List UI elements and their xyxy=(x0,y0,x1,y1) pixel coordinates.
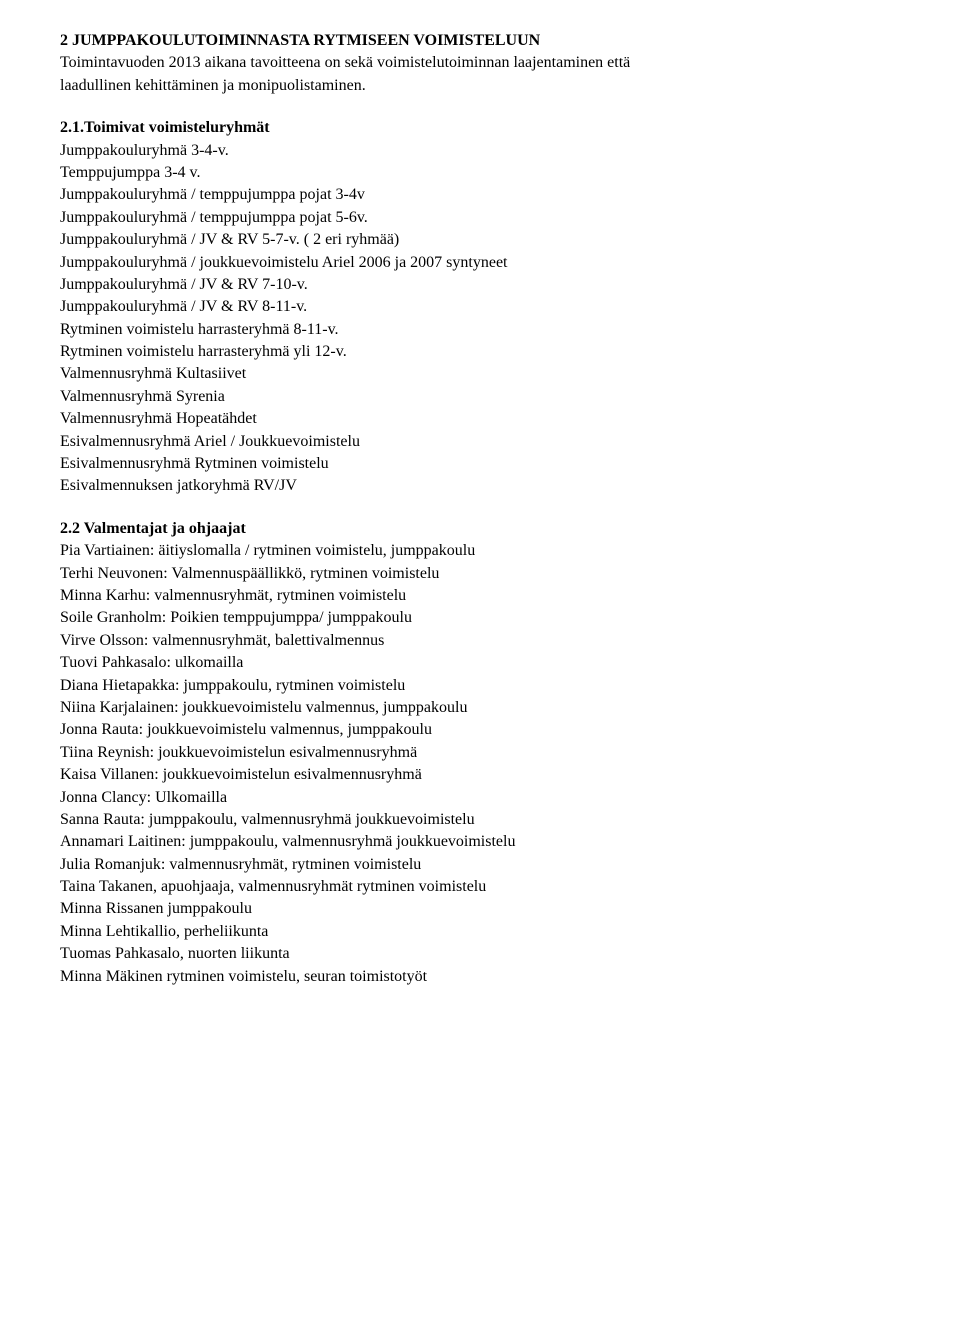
list-item: Julia Romanjuk: valmennusryhmät, rytmine… xyxy=(60,854,900,876)
section-2-2-heading: 2.2 Valmentajat ja ohjaajat xyxy=(60,518,900,540)
section-2-1-heading: 2.1.Toimivat voimisteluryhmät xyxy=(60,117,900,139)
list-item: Jumppakouluryhmä / JV & RV 8-11-v. xyxy=(60,296,900,318)
list-item: Virve Olsson: valmennusryhmät, balettiva… xyxy=(60,630,900,652)
list-item: Annamari Laitinen: jumppakoulu, valmennu… xyxy=(60,831,900,853)
intro-text-line-1: Toimintavuoden 2013 aikana tavoitteena o… xyxy=(60,52,900,74)
list-item: Rytminen voimistelu harrasteryhmä 8-11-v… xyxy=(60,319,900,341)
list-item: Niina Karjalainen: joukkuevoimistelu val… xyxy=(60,697,900,719)
list-item: Minna Rissanen jumppakoulu xyxy=(60,898,900,920)
list-item: Rytminen voimistelu harrasteryhmä yli 12… xyxy=(60,341,900,363)
list-item: Minna Lehtikallio, perheliikunta xyxy=(60,921,900,943)
list-item: Diana Hietapakka: jumppakoulu, rytminen … xyxy=(60,675,900,697)
list-item: Soile Granholm: Poikien temppujumppa/ ju… xyxy=(60,607,900,629)
list-item: Jumppakouluryhmä / temppujumppa pojat 3-… xyxy=(60,184,900,206)
list-item: Kaisa Villanen: joukkuevoimistelun esiva… xyxy=(60,764,900,786)
list-item: Minna Karhu: valmennusryhmät, rytminen v… xyxy=(60,585,900,607)
list-item: Pia Vartiainen: äitiyslomalla / rytminen… xyxy=(60,540,900,562)
list-item: Tuovi Pahkasalo: ulkomailla xyxy=(60,652,900,674)
list-item: Jonna Rauta: joukkuevoimistelu valmennus… xyxy=(60,719,900,741)
list-item: Jumppakouluryhmä / joukkuevoimistelu Ari… xyxy=(60,252,900,274)
list-item: Jumppakouluryhmä / JV & RV 5-7-v. ( 2 er… xyxy=(60,229,900,251)
groups-list: Jumppakouluryhmä 3-4-v.Temppujumppa 3-4 … xyxy=(60,140,900,498)
intro-text-line-2: laadullinen kehittäminen ja monipuolista… xyxy=(60,75,900,97)
list-item: Taina Takanen, apuohjaaja, valmennusryhm… xyxy=(60,876,900,898)
list-item: Jumppakouluryhmä / temppujumppa pojat 5-… xyxy=(60,207,900,229)
list-item: Jumppakouluryhmä / JV & RV 7-10-v. xyxy=(60,274,900,296)
list-item: Tuomas Pahkasalo, nuorten liikunta xyxy=(60,943,900,965)
list-item: Valmennusryhmä Hopeatähdet xyxy=(60,408,900,430)
list-item: Tiina Reynish: joukkuevoimistelun esival… xyxy=(60,742,900,764)
list-item: Terhi Neuvonen: Valmennuspäällikkö, rytm… xyxy=(60,563,900,585)
list-item: Esivalmennuksen jatkoryhmä RV/JV xyxy=(60,475,900,497)
list-item: Jumppakouluryhmä 3-4-v. xyxy=(60,140,900,162)
coaches-list: Pia Vartiainen: äitiyslomalla / rytminen… xyxy=(60,540,900,988)
list-item: Valmennusryhmä Syrenia xyxy=(60,386,900,408)
list-item: Esivalmennusryhmä Rytminen voimistelu xyxy=(60,453,900,475)
list-item: Sanna Rauta: jumppakoulu, valmennusryhmä… xyxy=(60,809,900,831)
list-item: Valmennusryhmä Kultasiivet xyxy=(60,363,900,385)
list-item: Esivalmennusryhmä Ariel / Joukkuevoimist… xyxy=(60,431,900,453)
section-1-heading: 2 JUMPPAKOULUTOIMINNASTA RYTMISEEN VOIMI… xyxy=(60,30,900,52)
list-item: Minna Mäkinen rytminen voimistelu, seura… xyxy=(60,966,900,988)
list-item: Temppujumppa 3-4 v. xyxy=(60,162,900,184)
list-item: Jonna Clancy: Ulkomailla xyxy=(60,787,900,809)
